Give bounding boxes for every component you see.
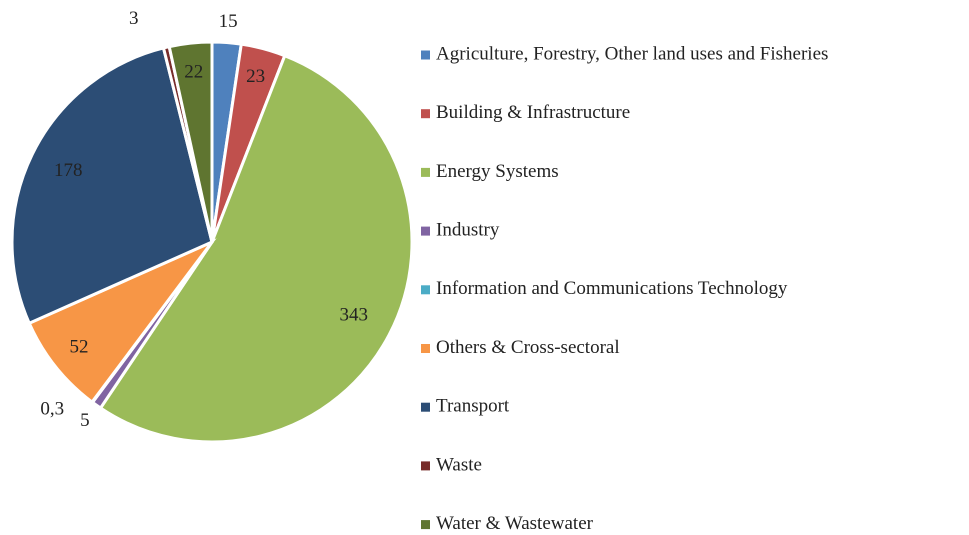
legend-label: Transport: [436, 396, 510, 417]
legend-label: Energy Systems: [436, 161, 559, 182]
legend-swatch: [421, 285, 430, 295]
legend-swatch: [421, 520, 430, 530]
pie-slice: [10, 46, 214, 326]
data-label: 23: [246, 66, 265, 87]
legend-label: Others & Cross-sectoral: [436, 337, 620, 358]
legend-label: Information and Communications Technolog…: [436, 278, 788, 299]
legend-label: Waste: [436, 454, 482, 475]
data-label: 178: [54, 160, 83, 181]
legend-swatch: [421, 50, 430, 60]
legend-swatch: [421, 226, 430, 236]
data-label: 52: [70, 336, 89, 357]
legend-label: Industry: [436, 219, 500, 240]
legend-label: Water & Wastewater: [436, 513, 594, 534]
data-label: 0,3: [40, 399, 64, 420]
legend-label: Agriculture, Forestry, Other land uses a…: [436, 43, 828, 64]
legend-swatch: [421, 402, 430, 412]
legend-swatch: [421, 461, 430, 471]
pie-slice: [98, 53, 414, 444]
legend-swatch: [421, 344, 430, 353]
data-label: 5: [80, 410, 90, 431]
legend-swatch: [421, 109, 430, 119]
pie-slice: [167, 40, 214, 243]
data-label: 343: [340, 304, 369, 325]
pie-slice: [27, 238, 217, 405]
data-label: 22: [184, 61, 203, 82]
legend-swatch: [421, 167, 430, 177]
data-label: 15: [219, 11, 238, 32]
data-label: 3: [129, 8, 139, 29]
legend-label: Building & Infrastructure: [436, 102, 630, 123]
